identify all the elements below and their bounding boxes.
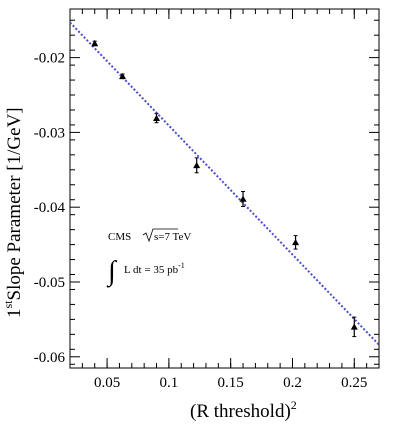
- y-tick-label: -0.03: [34, 125, 65, 141]
- plot-frame: [69, 8, 380, 369]
- data-point: [239, 195, 247, 202]
- data-point: [153, 114, 161, 121]
- x-tick-labels: 0.05 0.1 0.15 0.2 0.25: [94, 375, 367, 391]
- x-axis-title-sup: 2: [291, 398, 297, 412]
- data-point: [292, 238, 300, 246]
- data-points: [91, 39, 358, 338]
- y-tick-label: -0.02: [34, 51, 65, 67]
- y-axis-title: 1stSlope Parameter [1/GeV]: [1, 107, 25, 318]
- x-tick-label: 0.2: [283, 375, 302, 391]
- luminosity-sup: -1: [178, 261, 185, 270]
- y-tick-labels: -0.02 -0.03 -0.04 -0.05 -0.06: [34, 51, 66, 366]
- energy-label: s=7 TeV: [154, 231, 191, 243]
- luminosity-label: L dt = 35 pb-1: [124, 261, 185, 276]
- x-axis-title: (R threshold)2: [190, 398, 297, 422]
- cms-annotation: CMS s=7 TeV ∫ L dt = 35 pb-1: [106, 228, 191, 288]
- integral-sign: ∫: [106, 256, 118, 288]
- y-tick-label: -0.06: [34, 350, 66, 366]
- data-point: [119, 72, 127, 80]
- y-axis-title-sup: st: [1, 300, 15, 309]
- x-tick-label: 0.1: [160, 375, 179, 391]
- fit-line: [69, 21, 380, 346]
- y-axis-title-prefix: 1: [4, 309, 25, 319]
- x-tick-label: 0.25: [341, 375, 367, 391]
- experiment-label: CMS: [108, 231, 131, 243]
- data-point: [350, 323, 358, 330]
- data-point: [193, 161, 201, 169]
- y-axis-title-main: Slope Parameter [1/GeV]: [4, 107, 25, 300]
- y-tick-label: -0.04: [34, 200, 66, 216]
- x-tick-label: 0.15: [218, 375, 244, 391]
- data-point: [91, 39, 99, 47]
- sqrt-sign: [142, 228, 178, 243]
- axis-ticks: [69, 9, 380, 368]
- x-tick-label: 0.05: [94, 375, 120, 391]
- y-tick-label: -0.05: [34, 275, 65, 291]
